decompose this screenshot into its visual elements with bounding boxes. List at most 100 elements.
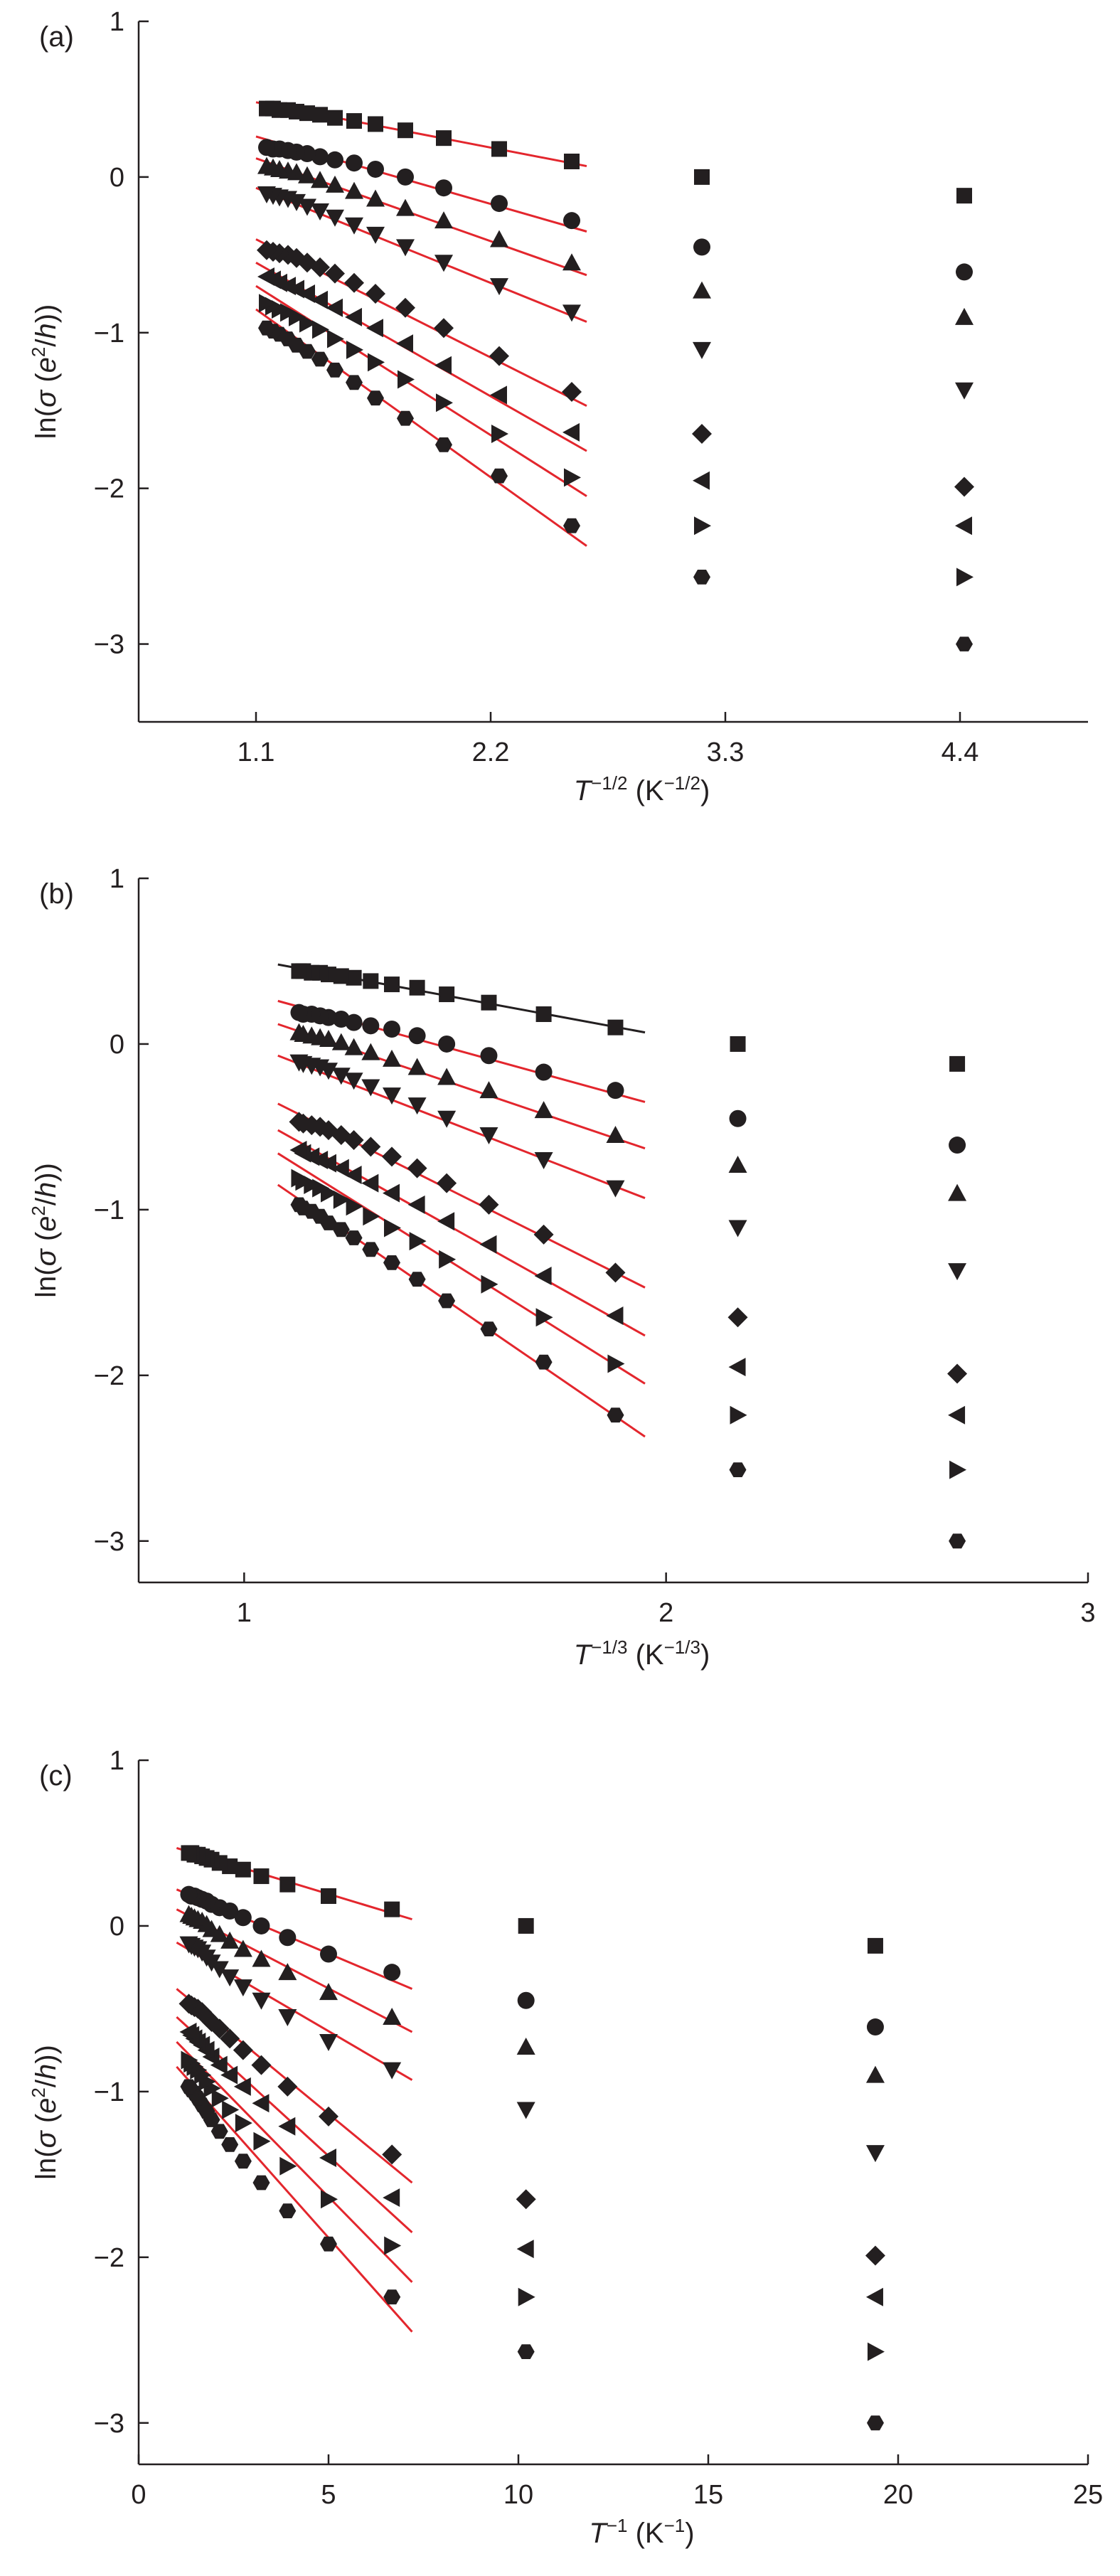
data-point-circle — [517, 1991, 535, 2009]
data-point-diamond — [434, 318, 454, 339]
data-point-triangle-right — [384, 1218, 401, 1238]
data-point-triangle-right — [518, 2287, 535, 2306]
data-point-circle — [320, 1945, 337, 1963]
data-point-triangle-right — [259, 294, 276, 313]
data-point-circle — [480, 1047, 498, 1065]
data-point-triangle-right — [436, 393, 453, 413]
data-point-diamond — [479, 1194, 499, 1215]
data-point-diamond — [562, 381, 582, 402]
data-point-hexagon — [480, 1321, 498, 1336]
data-point-triangle-right — [211, 2089, 229, 2108]
data-point-triangle-down — [490, 278, 508, 296]
data-point-triangle-left — [437, 1212, 455, 1231]
data-point-triangle-right — [409, 1232, 427, 1251]
data-point-diamond — [395, 297, 415, 318]
data-point-square — [439, 986, 455, 1003]
data-point-triangle-right — [439, 1250, 457, 1269]
data-point-circle — [290, 1004, 308, 1021]
data-point-triangle-up — [948, 1183, 967, 1201]
data-point-diamond — [605, 1262, 626, 1283]
data-point-square — [253, 1868, 270, 1885]
data-point-diamond — [382, 1146, 402, 1167]
data-point-triangle-left — [490, 385, 507, 405]
data-point-triangle-up — [728, 1155, 747, 1173]
data-point-hexagon — [491, 468, 508, 484]
data-point-triangle-left — [606, 1306, 624, 1325]
data-point-diamond — [277, 2076, 298, 2097]
data-point-triangle-left — [948, 1405, 966, 1425]
data-point-triangle-right — [253, 2131, 271, 2151]
data-point-circle — [956, 263, 973, 281]
y-tick-label: 0 — [110, 163, 124, 193]
data-point-diamond — [954, 477, 974, 497]
fit-line-triangle-right — [176, 2040, 413, 2283]
y-tick-label: −3 — [94, 630, 124, 660]
data-point-triangle-right — [384, 2236, 402, 2255]
data-point-diamond — [407, 1158, 427, 1178]
data-point-circle — [326, 151, 343, 169]
data-point-triangle-down — [289, 1054, 309, 1072]
y-axis-title-part: 2 — [28, 2087, 49, 2097]
data-point-triangle-down — [396, 239, 415, 257]
data-point-triangle-left — [693, 471, 710, 490]
data-point-triangle-right — [491, 425, 508, 444]
data-point-triangle-left — [728, 1358, 746, 1377]
data-point-triangle-left — [534, 1267, 552, 1286]
x-axis-title-part: −1/3 — [664, 1636, 700, 1658]
data-point-triangle-down — [361, 1079, 380, 1097]
data-point-circle — [491, 195, 508, 213]
data-point-diamond — [516, 2189, 536, 2210]
y-axis-title-part: / — [31, 2079, 62, 2087]
data-point-triangle-right — [181, 2050, 198, 2070]
data-point-circle — [435, 179, 452, 197]
data-point-triangle-right — [535, 1308, 553, 1327]
data-point-triangle-right — [564, 468, 581, 487]
data-point-hexagon — [383, 2289, 401, 2305]
x-tick-label: 3.3 — [707, 738, 745, 767]
data-point-triangle-down — [344, 1073, 363, 1090]
y-axis-title-part: / — [31, 339, 62, 347]
data-point-triangle-right — [730, 1405, 747, 1425]
x-tick-label: 2 — [658, 1598, 673, 1628]
x-tick-label: 1.1 — [238, 738, 275, 767]
data-point-triangle-down — [220, 1969, 240, 1987]
data-point-hexagon — [279, 2203, 297, 2218]
data-point-triangle-up — [606, 1126, 625, 1144]
data-point-hexagon — [397, 410, 414, 426]
data-point-hexagon — [956, 637, 973, 651]
data-point-triangle-down — [298, 198, 316, 216]
x-axis-title-part: T — [574, 775, 593, 807]
data-point-circle — [693, 238, 710, 256]
data-point-triangle-up — [434, 211, 453, 229]
data-point-hexagon — [221, 2137, 239, 2152]
data-point-circle — [383, 1964, 401, 1981]
y-axis-title: ln(σ (e2/h)) — [28, 304, 62, 440]
data-point-circle — [346, 154, 363, 172]
data-point-triangle-left — [516, 2240, 534, 2259]
data-point-diamond — [289, 1112, 309, 1132]
data-point-triangle-down — [865, 2145, 885, 2163]
data-point-hexagon — [408, 1272, 426, 1287]
y-axis-title-part: e — [31, 357, 62, 373]
data-point-triangle-up — [383, 1049, 401, 1067]
data-point-circle — [279, 1929, 297, 1947]
fit-line-hexagon — [176, 2065, 413, 2333]
data-point-square — [956, 188, 972, 204]
y-tick-label: −1 — [94, 319, 124, 348]
data-point-triangle-down — [257, 186, 276, 203]
x-axis-title-part: −1/2 — [664, 772, 700, 794]
data-point-circle — [438, 1035, 456, 1053]
data-point-hexagon — [693, 570, 710, 585]
panel-label: (a) — [39, 21, 74, 53]
data-point-hexagon — [383, 1255, 400, 1270]
data-point-circle — [252, 1917, 270, 1934]
data-point-triangle-up — [693, 281, 711, 299]
data-point-triangle-down — [319, 2034, 338, 2051]
data-point-triangle-up — [479, 1081, 498, 1099]
data-point-circle — [563, 212, 580, 230]
data-point-square — [259, 100, 274, 117]
data-point-triangle-right — [279, 2156, 297, 2176]
x-axis-title-part: −1 — [607, 2515, 628, 2536]
y-axis-title-part: )) — [31, 304, 62, 324]
